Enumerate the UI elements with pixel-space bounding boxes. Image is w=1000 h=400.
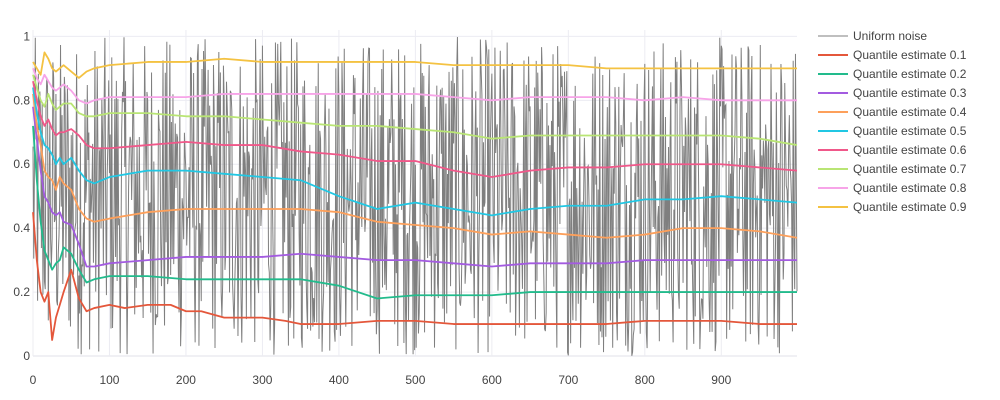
legend-label: Quantile estimate 0.8: [853, 181, 967, 195]
x-tick-label: 600: [482, 373, 502, 387]
y-tick-label: 0.2: [13, 285, 30, 299]
quantile-series-line: [32, 212, 797, 341]
x-tick-label: 500: [405, 373, 425, 387]
quantile-series-line: [32, 80, 798, 178]
legend[interactable]: Uniform noise Quantile estimate 0.1 Quanti…: [818, 29, 967, 214]
quantile-series-line: [32, 125, 797, 300]
legend-item[interactable]: Quantile estimate 0.8: [818, 181, 967, 195]
noise-series-line: [32, 37, 798, 356]
y-tick-label: 1: [23, 29, 30, 43]
y-tick-label: 0.8: [13, 93, 30, 107]
x-tick-label: 800: [635, 373, 655, 387]
legend-item[interactable]: Uniform noise: [818, 29, 927, 43]
quantile-series-line: [32, 51, 797, 79]
x-tick-label: 900: [711, 373, 731, 387]
legend-item[interactable]: Quantile estimate 0.7: [818, 162, 967, 176]
legend-label: Quantile estimate 0.5: [853, 124, 967, 138]
legend-item[interactable]: Quantile estimate 0.4: [818, 105, 967, 119]
quantile-series-line: [32, 68, 797, 105]
legend-item[interactable]: Quantile estimate 0.6: [818, 143, 967, 157]
quantile-series-line: [32, 74, 798, 146]
legend-label: Quantile estimate 0.4: [853, 105, 967, 119]
quantile-series-line: [32, 106, 797, 268]
axes: 0 0.2 0.4 0.6 0.8 1 0 100 200 300 400 500 600 700 800 9…: [13, 29, 731, 387]
legend-item[interactable]: Quantile estimate 0.9: [818, 200, 967, 214]
legend-item[interactable]: Quantile estimate 0.1: [818, 48, 967, 62]
y-tick-label: 0.4: [13, 221, 30, 235]
y-tick-label: 0.6: [13, 157, 30, 171]
x-tick-label: 100: [99, 373, 119, 387]
quantile-series-group: [32, 51, 798, 341]
legend-item[interactable]: Quantile estimate 0.3: [818, 86, 967, 100]
quantile-series-line: [32, 93, 798, 239]
x-tick-label: 300: [252, 373, 272, 387]
x-tick-label: 200: [176, 373, 196, 387]
noise-series-group: [32, 37, 798, 356]
legend-label: Quantile estimate 0.2: [853, 67, 967, 81]
legend-label: Quantile estimate 0.6: [853, 143, 967, 157]
legend-label: Quantile estimate 0.9: [853, 200, 967, 214]
quantile-series-line: [32, 87, 798, 217]
legend-label: Quantile estimate 0.7: [853, 162, 967, 176]
legend-label: Quantile estimate 0.1: [853, 48, 967, 62]
legend-item[interactable]: Quantile estimate 0.2: [818, 67, 967, 81]
y-tick-label: 0: [23, 349, 30, 363]
legend-label: Uniform noise: [853, 29, 927, 43]
legend-item[interactable]: Quantile estimate 0.5: [818, 124, 967, 138]
x-tick-label: 700: [558, 373, 578, 387]
x-tick-label: 400: [329, 373, 349, 387]
x-tick-label: 0: [30, 373, 37, 387]
legend-label: Quantile estimate 0.3: [853, 86, 967, 100]
